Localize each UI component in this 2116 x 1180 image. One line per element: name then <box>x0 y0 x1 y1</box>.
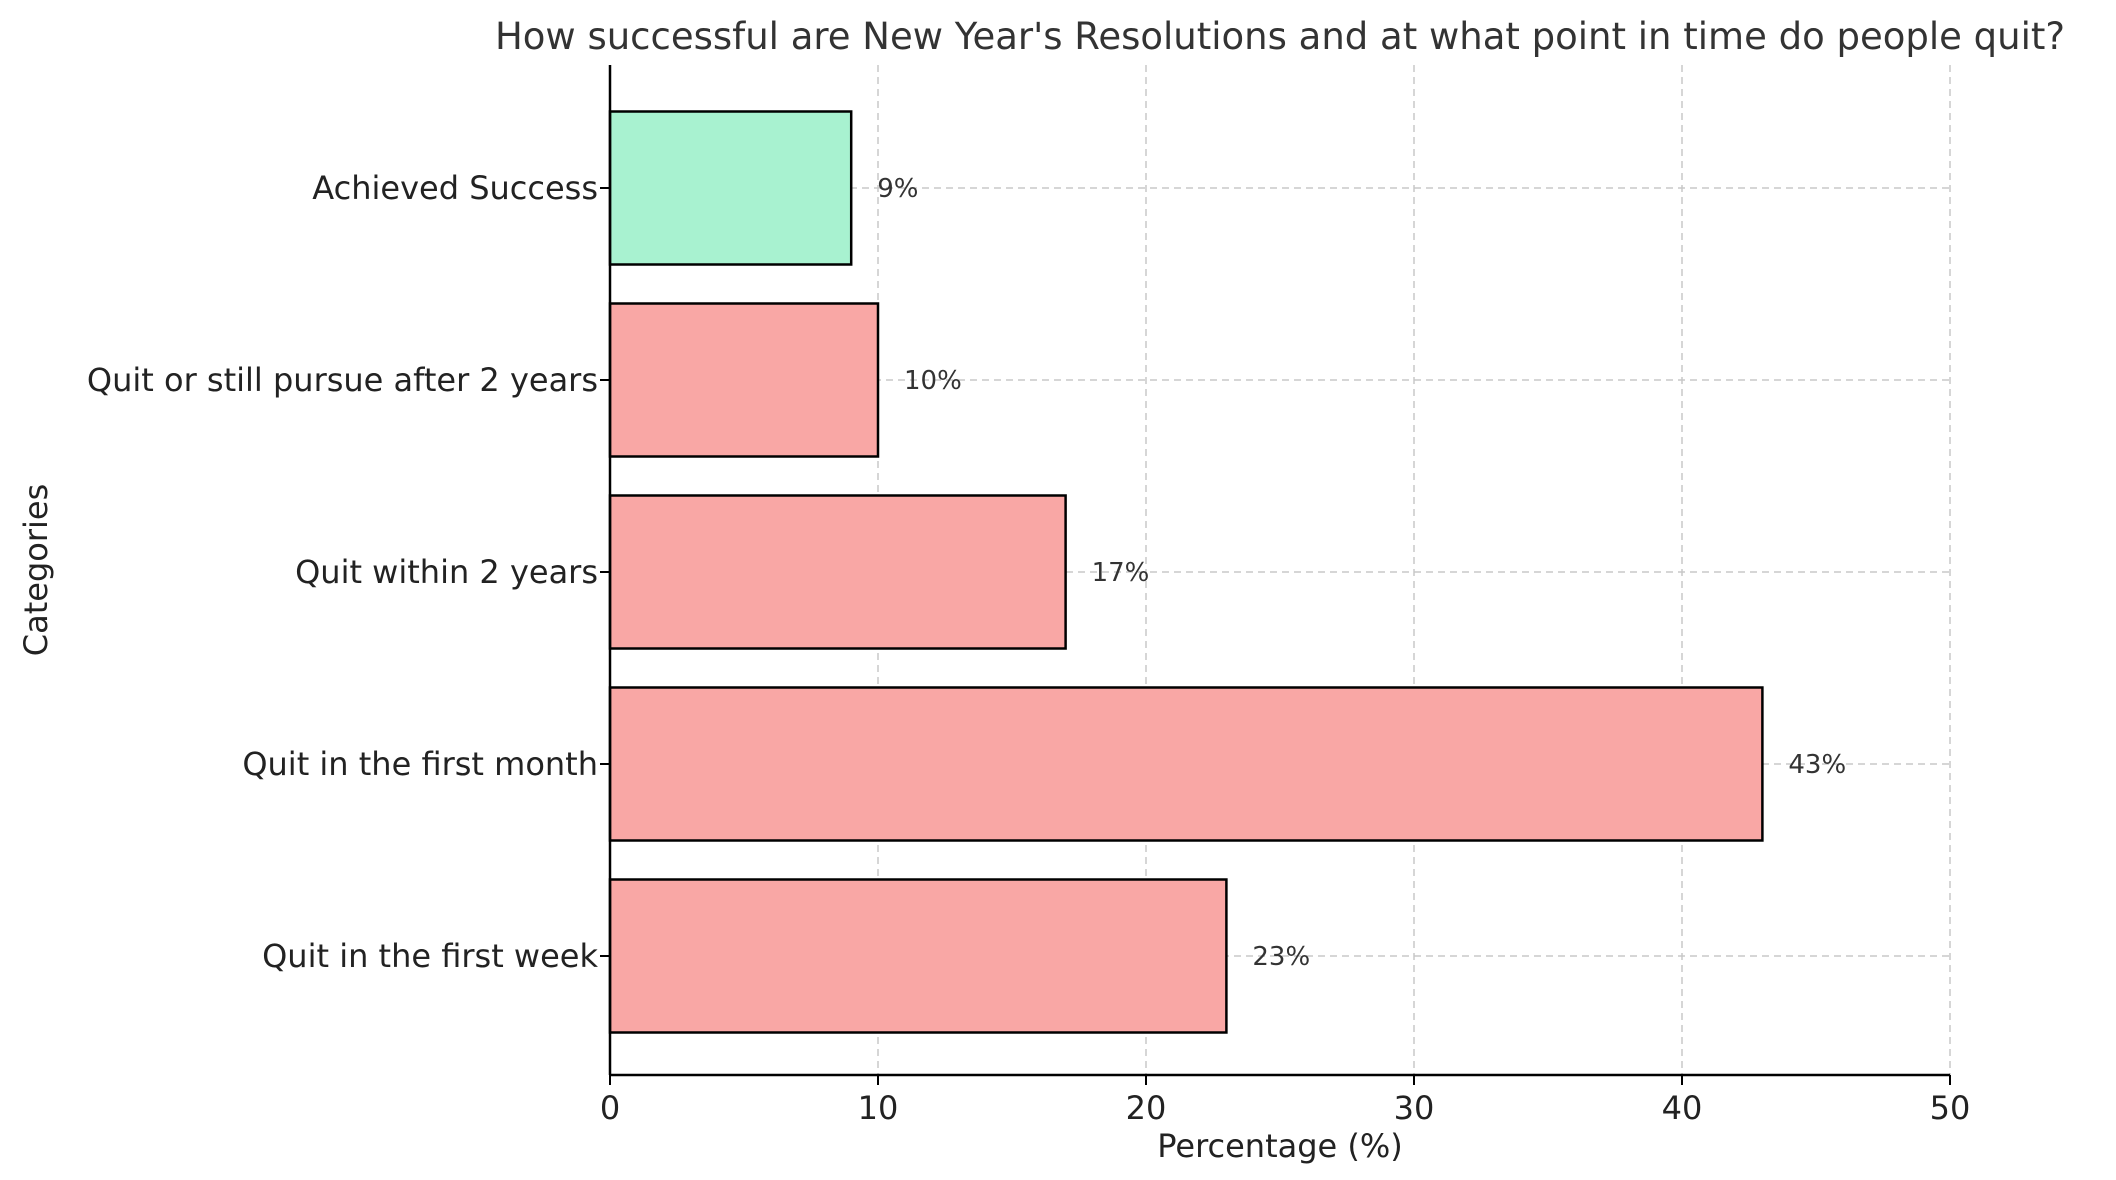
category-labels-layer: Quit in the first week Quit in the first … <box>87 169 610 975</box>
bar-1 <box>608 686 1764 842</box>
x-tick-label-40: 40 <box>1662 1089 1703 1127</box>
axes-layer <box>608 65 1950 1077</box>
data-labels-layer: 23% 43% 17% 10% 9% <box>877 174 1846 972</box>
category-label-3: Quit or still pursue after 2 years <box>87 361 598 399</box>
x-ticks-layer: 0 10 20 30 40 50 <box>600 1075 1971 1127</box>
data-label-1: 43% <box>1788 750 1846 780</box>
category-label-4: Achieved Success <box>312 169 598 207</box>
x-tick-label-0: 0 <box>600 1089 620 1127</box>
y-axis-title: Categories <box>17 484 55 656</box>
x-tick-label-30: 30 <box>1394 1089 1435 1127</box>
bar-2 <box>608 494 1067 650</box>
x-axis-title: Percentage (%) <box>1157 1127 1403 1165</box>
bar-4 <box>608 110 853 266</box>
x-tick-label-10: 10 <box>858 1089 899 1127</box>
data-label-4: 9% <box>877 174 918 204</box>
bar-3 <box>608 302 880 458</box>
data-label-0: 23% <box>1252 942 1310 972</box>
category-label-1: Quit in the first month <box>242 745 598 783</box>
category-label-0: Quit in the first week <box>262 937 598 975</box>
bars-layer <box>608 110 1764 1034</box>
x-tick-label-50: 50 <box>1930 1089 1971 1127</box>
bar-0 <box>608 878 1228 1034</box>
data-label-2: 17% <box>1092 558 1150 588</box>
category-label-2: Quit within 2 years <box>295 553 598 591</box>
data-label-3: 10% <box>904 366 962 396</box>
chart-title: How successful are New Year's Resolution… <box>495 15 2065 58</box>
x-tick-label-20: 20 <box>1126 1089 1167 1127</box>
